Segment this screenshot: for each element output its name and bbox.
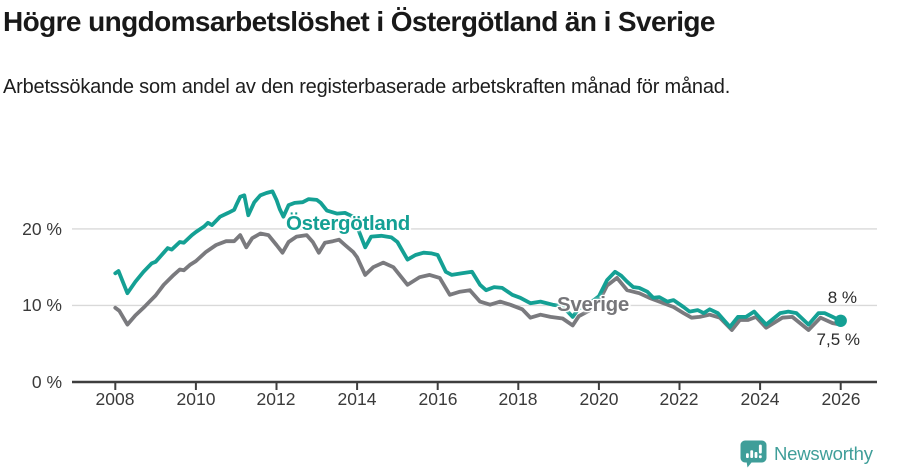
y-axis-tick-label: 0 % [31,372,62,392]
chart-subtitle: Arbetssökande som andel av den registerb… [3,76,731,98]
series-label-ostergotland: Östergötland [286,212,410,235]
y-axis-tick-label: 10 % [22,295,62,315]
x-axis-tick-label: 2016 [418,389,458,409]
series-label-sverige: Sverige [557,293,629,316]
x-axis-tick-label: 2022 [659,389,699,409]
x-axis-tick-label: 2020 [579,389,619,409]
y-axis-tick-label: 20 % [22,219,62,239]
x-axis-tick-label: 2018 [498,389,538,409]
brand-name: Newsworthy [774,443,873,464]
end-value-ostergotland: 8 % [827,288,857,307]
end-value-sverige: 7,5 % [816,330,860,349]
newsworthy-brand-link[interactable]: Newsworthy [740,439,873,469]
x-axis-tick-label: 2014 [337,389,377,409]
page-title: Högre ungdomsarbetslöshet i Östergötland… [3,6,716,37]
x-axis-tick-label: 2026 [821,389,861,409]
x-axis-tick-label: 2010 [176,389,216,409]
x-axis-tick-label: 2012 [256,389,296,409]
x-axis-tick-label: 2008 [95,389,135,409]
newsworthy-logo-icon [740,440,767,468]
x-axis-tick-label: 2024 [740,389,780,409]
